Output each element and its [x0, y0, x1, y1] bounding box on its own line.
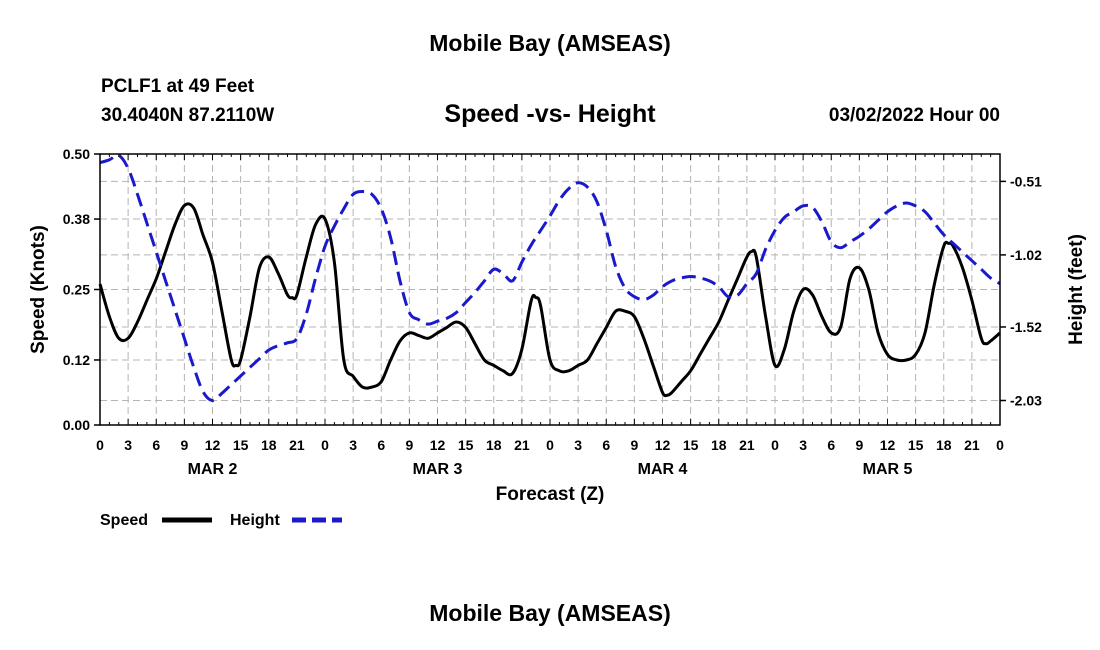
y2-tick-label: -1.02: [1010, 247, 1042, 263]
legend-height-label: Height: [230, 512, 280, 529]
x-tick-label: 3: [124, 437, 132, 453]
x-tick-label: 0: [96, 437, 104, 453]
x-tick-label: 18: [936, 437, 952, 453]
station-coords: 30.4040N 87.2110W: [101, 105, 275, 126]
x-tick-label: 18: [261, 437, 277, 453]
x-tick-label: 12: [880, 437, 896, 453]
x-tick-label: 15: [233, 437, 249, 453]
day-label: MAR 5: [863, 461, 913, 478]
legend: Speed Height: [100, 512, 342, 529]
y2-tick-label: -2.03: [1010, 392, 1042, 408]
x-tick-label: 6: [827, 437, 835, 453]
day-label: MAR 3: [413, 461, 463, 478]
speed-series-line: [98, 202, 1001, 398]
x-tick-label: 3: [574, 437, 582, 453]
page-title: Mobile Bay (AMSEAS): [429, 30, 671, 56]
x-tick-label: 18: [711, 437, 727, 453]
y-tick-label: 0.38: [63, 211, 90, 227]
y-axis-title: Speed (Knots): [28, 225, 49, 354]
x-tick-label: 3: [349, 437, 357, 453]
y-tick-label: 0.25: [63, 282, 90, 298]
x-tick-label: 15: [458, 437, 474, 453]
x-tick-label: 9: [180, 437, 188, 453]
y-tick-label: 0.00: [63, 417, 90, 433]
legend-speed-label: Speed: [100, 512, 148, 529]
day-label: MAR 4: [638, 461, 688, 478]
x-tick-label: 6: [602, 437, 610, 453]
x-tick-label: 12: [205, 437, 221, 453]
axes: 0 3 6 9 12 15 18 21 0 3 6 9 12 15 18 21 0 3 6 9 12 15 18 21 0 3 6 9…: [28, 146, 1087, 505]
grid: [100, 154, 1000, 425]
x-tick-label: 0: [996, 437, 1004, 453]
x-tick-label: 6: [377, 437, 385, 453]
x-tick-label: 9: [855, 437, 863, 453]
x-tick-label: 9: [630, 437, 638, 453]
x-tick-label: 9: [405, 437, 413, 453]
footer-title: Mobile Bay (AMSEAS): [429, 600, 671, 626]
station-label: PCLF1 at 49 Feet: [101, 76, 255, 97]
y2-tick-label: -0.51: [1010, 173, 1042, 189]
x-tick-label: 0: [321, 437, 329, 453]
x-tick-label: 3: [799, 437, 807, 453]
series-group: [98, 153, 1001, 402]
y-tick-label: 0.50: [63, 146, 90, 162]
y2-axis-title: Height (feet): [1066, 234, 1087, 345]
x-tick-label: 18: [486, 437, 502, 453]
x-tick-label: 21: [514, 437, 530, 453]
y-tick-label: 0.12: [63, 352, 90, 368]
x-axis-title: Forecast (Z): [496, 484, 605, 505]
x-tick-label: 6: [152, 437, 160, 453]
x-tick-label: 21: [739, 437, 755, 453]
x-tick-label: 0: [546, 437, 554, 453]
day-label: MAR 2: [188, 461, 238, 478]
chart-title: Speed -vs- Height: [444, 100, 656, 128]
x-tick-label: 21: [964, 437, 980, 453]
x-tick-label: 12: [655, 437, 671, 453]
y2-tick-label: -1.52: [1010, 319, 1042, 335]
x-tick-label: 0: [771, 437, 779, 453]
x-tick-label: 12: [430, 437, 446, 453]
forecast-datetime: 03/02/2022 Hour 00: [828, 105, 1000, 126]
x-tick-label: 21: [289, 437, 305, 453]
x-tick-label: 15: [683, 437, 699, 453]
x-tick-label: 15: [908, 437, 924, 453]
height-series-line: [99, 153, 1001, 402]
